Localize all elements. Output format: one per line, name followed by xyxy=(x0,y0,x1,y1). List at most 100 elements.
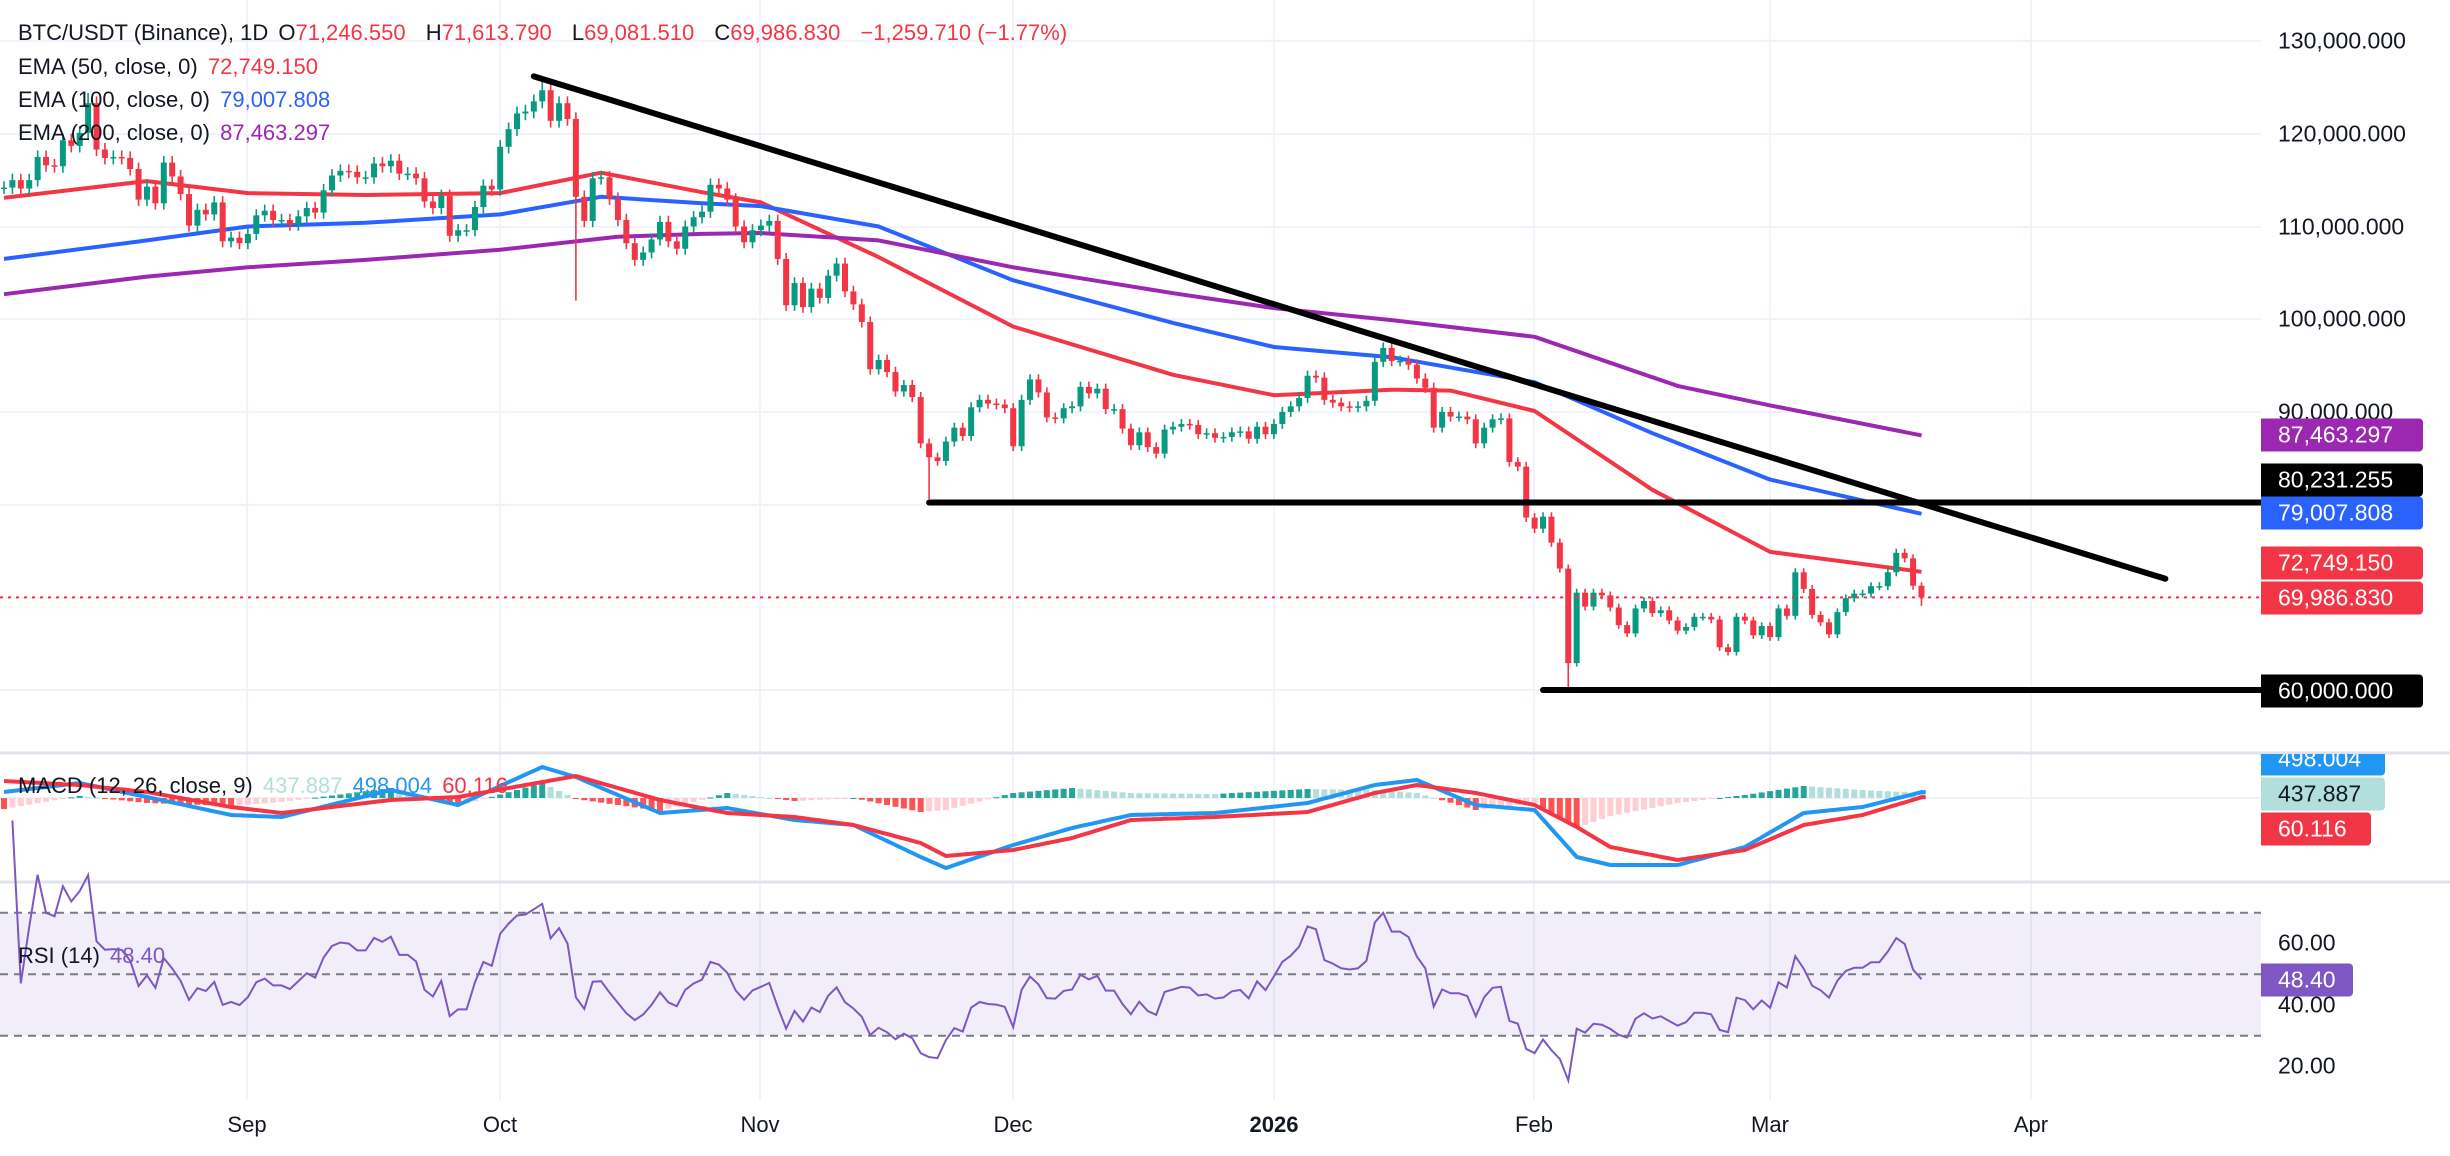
candle-body xyxy=(1018,399,1025,447)
candle-body xyxy=(1775,608,1782,638)
macd-histogram-bar xyxy=(1153,793,1160,798)
ema100-line xyxy=(3,194,1922,516)
macd-histogram-bar xyxy=(1304,789,1311,798)
candle-body xyxy=(1481,427,1488,444)
candle-body xyxy=(1254,426,1261,439)
ema50-price-label: 72,749.150 xyxy=(2261,546,2423,580)
ema100-legend[interactable]: EMA (100, close, 0) 79,007.808 xyxy=(18,87,334,113)
macd-histogram-bar xyxy=(1817,787,1824,798)
macd-histogram-bar xyxy=(942,798,949,810)
descending-trendline xyxy=(530,73,2169,582)
macd-price-label: 498.004 xyxy=(2261,754,2385,776)
macd-histogram-bar xyxy=(59,798,66,799)
macd-histogram-bar xyxy=(1380,790,1387,798)
low-label: L xyxy=(571,20,585,45)
candle-body xyxy=(1346,406,1353,408)
candle-body xyxy=(480,185,487,208)
price-tick: 130,000.000 xyxy=(2278,27,2406,54)
candle-body xyxy=(665,221,672,242)
candle-body xyxy=(244,233,251,244)
macd-legend[interactable]: MACD (12, 26, close, 9) 437.887 498.004 … xyxy=(18,773,512,799)
candle-body xyxy=(623,220,630,244)
drawings[interactable] xyxy=(0,73,2264,693)
macd-histogram-bar xyxy=(589,798,596,802)
price-tick: 120,000.000 xyxy=(2278,120,2406,147)
candle-body xyxy=(497,146,504,190)
symbol-title[interactable]: BTC/USDT (Binance), 1D xyxy=(18,20,269,45)
candle-body xyxy=(1380,347,1387,362)
candle-body xyxy=(640,252,647,260)
candle-body xyxy=(1699,616,1706,619)
macd-histogram-bar xyxy=(228,798,235,806)
macd-histogram-bar xyxy=(9,798,16,808)
macd-histogram-bar xyxy=(278,798,285,802)
macd-histogram-bar xyxy=(606,798,613,804)
resistance-price-label: 80,231.255 xyxy=(2261,463,2423,497)
ema200-legend[interactable]: EMA (200, close, 0) 87,463.297 xyxy=(18,120,334,146)
candle-body xyxy=(1127,428,1134,446)
candle-body xyxy=(875,359,882,370)
candle-body xyxy=(1153,447,1160,454)
macd-signal-price-label: 60.116 xyxy=(2261,812,2371,846)
macd-histogram-bar xyxy=(1035,790,1042,798)
candle-body xyxy=(9,180,16,188)
candle-body xyxy=(1052,417,1059,419)
macd-histogram-bar xyxy=(951,798,958,808)
candle-body xyxy=(1800,572,1807,589)
candle-body xyxy=(1783,608,1790,616)
macd-histogram-bar xyxy=(295,798,302,800)
price-tick: 110,000.000 xyxy=(2278,213,2405,240)
candle-body xyxy=(1691,616,1698,627)
macd-histogram-bar xyxy=(749,796,756,798)
rsi-legend[interactable]: RSI (14) 48.40 xyxy=(18,943,169,969)
candle-body xyxy=(799,283,806,308)
macd-histogram-bar xyxy=(1127,793,1134,798)
candle-body xyxy=(438,195,445,208)
candle-body xyxy=(1413,364,1420,379)
macd-histogram-bar xyxy=(858,798,865,800)
macd-histogram-bar xyxy=(177,798,184,805)
month-label: Nov xyxy=(740,1112,780,1137)
price-tick: 100,000.000 xyxy=(2278,305,2406,332)
macd-histogram-bar xyxy=(1607,798,1614,816)
macd-histogram-bar xyxy=(1052,789,1059,798)
candle-body xyxy=(1624,625,1631,634)
candle-body xyxy=(1169,426,1176,430)
candle-body xyxy=(1035,379,1042,393)
macd-histogram-bar xyxy=(640,798,647,809)
macd-histogram-bar xyxy=(1102,790,1109,798)
ema50-legend[interactable]: EMA (50, close, 0) 72,749.150 xyxy=(18,54,322,80)
macd-histogram-bar xyxy=(1598,798,1605,819)
candle-body xyxy=(1422,378,1429,388)
macd-histogram-bar xyxy=(118,798,125,801)
candle-body xyxy=(211,202,218,215)
candle-body xyxy=(884,359,891,373)
macd-histogram-bar xyxy=(1010,793,1017,798)
macd-histogram-bar xyxy=(623,798,630,807)
macd-histogram-bar xyxy=(1254,791,1261,798)
macd-signal-value: 60.116 xyxy=(442,773,508,798)
macd-histogram-bar xyxy=(699,798,706,800)
candle-body xyxy=(900,385,907,392)
candle-body xyxy=(303,207,310,217)
candle-body xyxy=(1220,436,1227,439)
candle-body xyxy=(1573,592,1580,664)
macd-histogram-bar xyxy=(741,795,748,798)
change-value: −1,259.710 (−1.77%) xyxy=(860,20,1068,45)
high-value: 71,613.790 xyxy=(441,20,552,45)
candle-body xyxy=(51,165,58,167)
candle-body xyxy=(530,101,537,112)
candle-body xyxy=(387,160,394,167)
macd-histogram-bar xyxy=(1355,789,1362,798)
candle-body xyxy=(236,237,243,244)
macd-histogram-bar xyxy=(219,798,226,806)
candle-body xyxy=(1683,626,1689,631)
candle-body xyxy=(1195,424,1202,435)
candle-body xyxy=(1329,399,1336,403)
month-label: Feb xyxy=(1515,1112,1553,1137)
candle-body xyxy=(1767,626,1774,638)
candle-body xyxy=(934,457,941,462)
candle-body xyxy=(1270,423,1277,435)
candle-body xyxy=(1111,409,1118,411)
